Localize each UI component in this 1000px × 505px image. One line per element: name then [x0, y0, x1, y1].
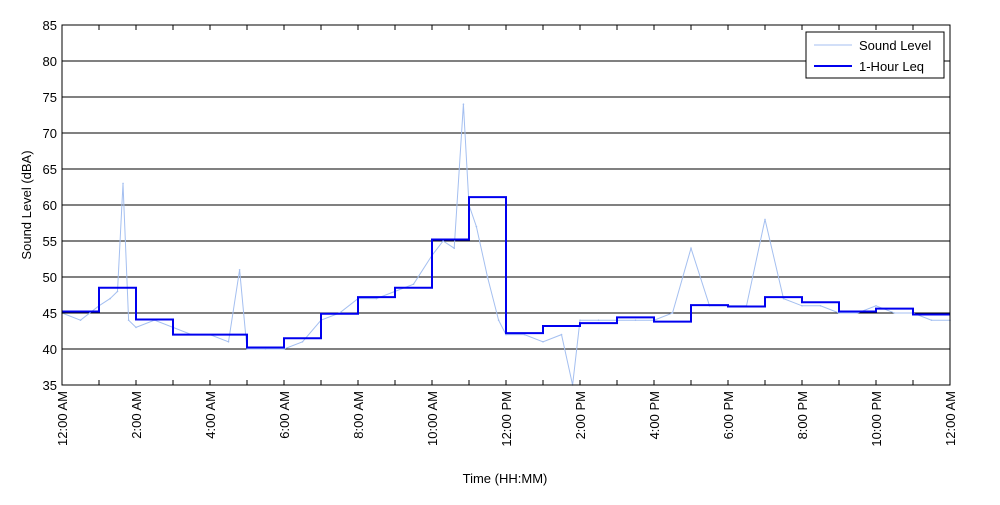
sound-level-point — [122, 182, 124, 185]
sound-level-point — [579, 319, 581, 322]
sound-level-point — [453, 247, 456, 249]
sound-level-point — [542, 341, 544, 343]
sound-level-point — [442, 240, 444, 242]
x-tick-label: 2:00 AM — [129, 391, 144, 439]
y-tick-label: 35 — [43, 378, 57, 393]
x-tick-label: 10:00 PM — [869, 391, 884, 447]
series-sound-level-line — [61, 104, 950, 386]
y-axis-label: Sound Level (dBA) — [19, 150, 34, 259]
sound-level-point — [283, 348, 285, 350]
y-axis-ticks: 35 40 45 50 55 60 65 70 75 80 85 — [43, 18, 950, 393]
y-tick-label: 65 — [43, 162, 57, 177]
sound-level-point — [782, 297, 785, 300]
sound-level-point — [375, 297, 378, 300]
x-tick-label: 6:00 PM — [721, 391, 736, 439]
y-tick-label: 85 — [43, 18, 57, 33]
sound-level-point — [79, 319, 82, 322]
x-tick-label: 6:00 AM — [277, 391, 292, 439]
sound-level-point — [875, 305, 877, 307]
sound-level-point — [486, 276, 489, 278]
sound-level-point — [671, 312, 674, 314]
y-tick-label: 50 — [43, 270, 57, 285]
sound-level-point — [690, 247, 692, 249]
x-tick-label: 2:00 PM — [573, 391, 588, 439]
sound-level-point — [109, 297, 111, 300]
sound-level-point — [856, 312, 859, 314]
y-tick-label: 75 — [43, 90, 57, 105]
sound-level-point — [412, 283, 415, 286]
sound-level-point — [135, 326, 137, 329]
sound-level-point — [127, 319, 130, 322]
sound-level-point — [505, 333, 507, 336]
sound-level-point — [301, 341, 304, 343]
sound-level-point — [560, 333, 563, 336]
sound-level-point — [523, 333, 526, 336]
legend-label-leq: 1-Hour Leq — [859, 59, 924, 74]
y-tick-label: 80 — [43, 54, 57, 69]
sound-level-point — [838, 312, 840, 314]
y-tick-label: 55 — [43, 234, 57, 249]
y-tick-label: 45 — [43, 306, 57, 321]
sound-level-point — [246, 348, 248, 350]
x-tick-label: 8:00 AM — [351, 391, 366, 439]
legend-label-sound-level: Sound Level — [859, 38, 931, 53]
sound-level-point — [764, 218, 766, 221]
x-tick-label: 4:00 AM — [203, 391, 218, 439]
sound-level-point — [819, 305, 822, 307]
y-tick-label: 60 — [43, 198, 57, 213]
sound-level-point — [497, 319, 500, 322]
x-axis-label: Time (HH:MM) — [463, 471, 548, 486]
y-tick-label: 70 — [43, 126, 57, 141]
legend-box — [805, 31, 945, 79]
sound-level-point — [475, 225, 478, 228]
x-tick-label: 10:00 AM — [425, 391, 440, 446]
series-leq-step-line — [62, 196, 950, 349]
sound-level-point — [264, 348, 267, 350]
sound-level-point — [801, 305, 803, 307]
y-tick-label: 40 — [43, 342, 57, 357]
legend: Sound Level 1-Hour Leq — [805, 31, 945, 79]
sound-level-point — [634, 319, 637, 322]
sound-level-point — [893, 312, 896, 314]
sound-level-point — [462, 103, 465, 105]
x-tick-label: 4:00 PM — [647, 391, 662, 439]
x-tick-label: 8:00 PM — [795, 391, 810, 439]
sound-level-point — [227, 341, 230, 343]
x-axis-ticks: 12:00 AM 2:00 AM 4:00 AM 6:00 AM 8:00 AM 10:0… — [55, 25, 958, 447]
x-tick-label: 12:00 AM — [943, 391, 958, 446]
sound-level-point — [930, 319, 933, 322]
sound-level-point — [238, 269, 241, 271]
sound-level-point — [116, 290, 119, 293]
sound-level-point — [597, 319, 600, 322]
x-tick-label: 12:00 AM — [55, 391, 70, 446]
x-tick-label: 12:00 PM — [499, 391, 514, 447]
